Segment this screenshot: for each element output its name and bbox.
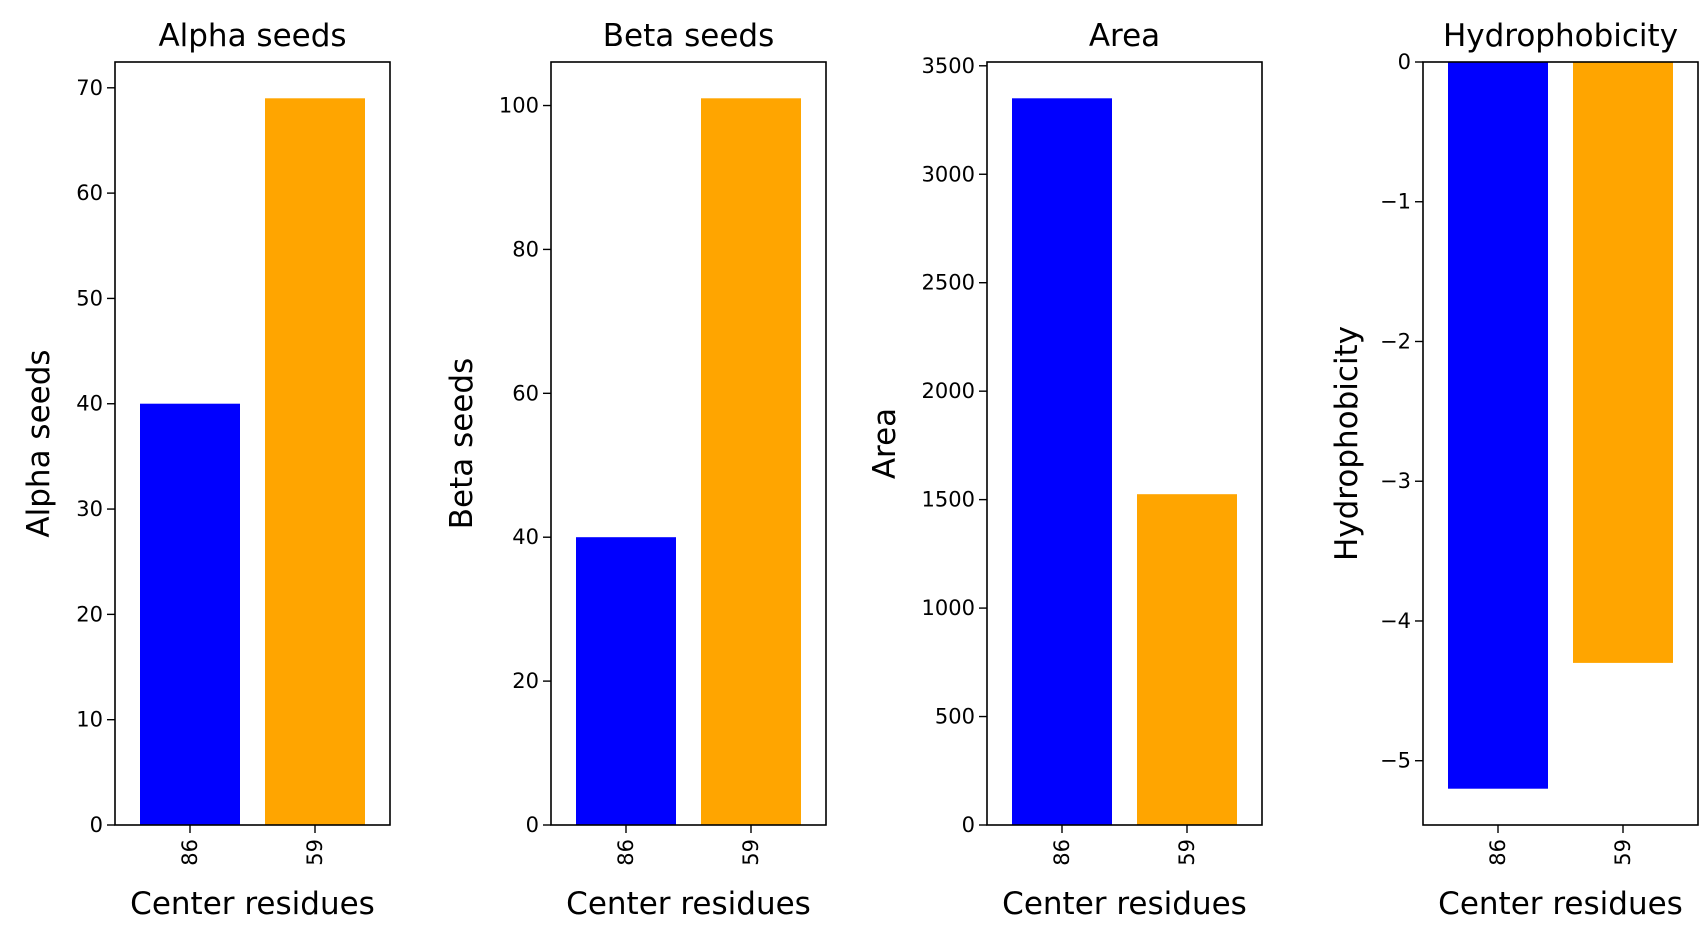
bar-59 bbox=[701, 98, 801, 826]
plot-frame bbox=[986, 61, 1263, 826]
y-tick-label: 1500 bbox=[922, 488, 975, 512]
y-tick-label: 50 bbox=[76, 286, 103, 310]
x-axis-label: Center residues bbox=[1002, 886, 1247, 922]
y-tick-label: 10 bbox=[76, 708, 103, 732]
y-tick-label: 0 bbox=[526, 813, 539, 837]
y-tick-label: 3000 bbox=[922, 162, 975, 186]
x-tick-label-86: 86 bbox=[178, 839, 202, 866]
y-tick-label: 30 bbox=[76, 497, 103, 521]
plot-frame bbox=[1422, 61, 1699, 826]
y-tick-label: −3 bbox=[1380, 469, 1411, 493]
chart-title: Alpha seeds bbox=[158, 18, 346, 54]
y-tick-label: −1 bbox=[1380, 190, 1411, 214]
y-axis-label: Alpha seeds bbox=[21, 349, 57, 537]
y-tick-label: 2500 bbox=[922, 271, 975, 295]
x-tick-label-59: 59 bbox=[1175, 839, 1199, 866]
bar-86 bbox=[1448, 62, 1548, 789]
y-tick-label: 0 bbox=[962, 813, 975, 837]
y-tick-label: −4 bbox=[1380, 609, 1411, 633]
y-tick-label: 0 bbox=[1398, 50, 1411, 74]
x-tick-label-59: 59 bbox=[739, 839, 763, 866]
y-axis-label: Hydrophobicity bbox=[1329, 326, 1365, 561]
x-axis-label: Center residues bbox=[1438, 886, 1683, 922]
y-tick-label: −5 bbox=[1380, 749, 1411, 773]
y-tick-label: 1000 bbox=[922, 596, 975, 620]
plot-frame bbox=[550, 61, 827, 826]
chart-title: Area bbox=[1089, 18, 1160, 54]
chart-panel-1: 86 59 0 10 20 30 40 50 60 70 Alpha seeds Center res… bbox=[21, 18, 391, 922]
x-axis-label: Center residues bbox=[130, 886, 375, 922]
x-axis-label: Center residues bbox=[566, 886, 811, 922]
y-tick-label: 60 bbox=[512, 381, 539, 405]
y-axis-label: Beta seeds bbox=[444, 358, 480, 529]
bar-59 bbox=[1137, 494, 1237, 825]
bar-86 bbox=[576, 537, 676, 825]
y-tick-label: 0 bbox=[90, 813, 103, 837]
y-tick-label: 40 bbox=[512, 525, 539, 549]
bar-59 bbox=[1573, 62, 1673, 663]
y-tick-label: 20 bbox=[76, 602, 103, 626]
x-tick-label-86: 86 bbox=[1486, 839, 1510, 866]
bar-59 bbox=[265, 98, 365, 826]
x-tick-label-59: 59 bbox=[1611, 839, 1635, 866]
bar-86 bbox=[140, 403, 240, 825]
y-tick-label: 40 bbox=[76, 392, 103, 416]
x-tick-label-59: 59 bbox=[303, 839, 327, 866]
chart-panel-3: 86 59 0 500 1000 1500 2000 2500 3000 3500 Area Cent… bbox=[867, 18, 1263, 922]
y-axis-label: Area bbox=[867, 408, 903, 479]
chart-title: Beta seeds bbox=[603, 18, 774, 54]
x-tick-label-86: 86 bbox=[1050, 839, 1074, 866]
y-tick-label: 100 bbox=[499, 94, 539, 118]
chart-panel-4: 86 59 0 −1 −2 −3 −4 −5 Hydrophobicity Center resi… bbox=[1329, 18, 1699, 922]
y-tick-label: 20 bbox=[512, 669, 539, 693]
y-tick-label: 500 bbox=[935, 705, 975, 729]
x-tick-label-86: 86 bbox=[614, 839, 638, 866]
chart-title: Hydrophobicity bbox=[1443, 18, 1678, 54]
y-tick-label: 80 bbox=[512, 237, 539, 261]
y-tick-label: 60 bbox=[76, 181, 103, 205]
y-tick-label: 2000 bbox=[922, 379, 975, 403]
chart-panel-2: 86 59 0 20 40 60 80 100 Beta seeds Center residue… bbox=[444, 18, 827, 922]
y-tick-label: −2 bbox=[1380, 329, 1411, 353]
y-tick-label: 3500 bbox=[922, 54, 975, 78]
plot-frame bbox=[114, 61, 391, 826]
y-tick-label: 70 bbox=[76, 76, 103, 100]
bar-86 bbox=[1012, 98, 1112, 826]
